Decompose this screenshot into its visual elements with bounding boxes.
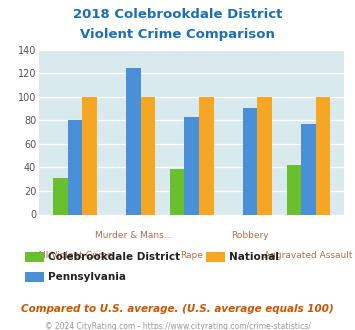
Text: Colebrookdale District: Colebrookdale District	[48, 252, 180, 262]
Bar	[243, 109, 257, 214]
Text: All Violent Crime: All Violent Crime	[37, 251, 113, 260]
Bar	[301, 124, 316, 214]
Text: Pennsylvania: Pennsylvania	[48, 272, 126, 282]
Text: Violent Crime Comparison: Violent Crime Comparison	[80, 28, 275, 41]
Bar	[53, 178, 67, 214]
Bar	[141, 97, 155, 214]
Bar	[316, 97, 331, 214]
Text: National: National	[229, 252, 279, 262]
Bar	[286, 165, 301, 214]
Bar	[184, 117, 199, 214]
Bar	[67, 120, 82, 214]
Text: 2018 Colebrookdale District: 2018 Colebrookdale District	[73, 8, 282, 21]
Text: Murder & Mans...: Murder & Mans...	[94, 231, 172, 240]
Bar	[170, 169, 184, 214]
Text: © 2024 CityRating.com - https://www.cityrating.com/crime-statistics/: © 2024 CityRating.com - https://www.city…	[45, 322, 310, 330]
Text: Robbery: Robbery	[231, 231, 269, 240]
Text: Aggravated Assault: Aggravated Assault	[264, 251, 353, 260]
Bar	[126, 68, 141, 215]
Bar	[199, 97, 214, 214]
Bar	[257, 97, 272, 214]
Bar	[82, 97, 97, 214]
Text: Compared to U.S. average. (U.S. average equals 100): Compared to U.S. average. (U.S. average …	[21, 304, 334, 314]
Text: Rape: Rape	[180, 251, 203, 260]
